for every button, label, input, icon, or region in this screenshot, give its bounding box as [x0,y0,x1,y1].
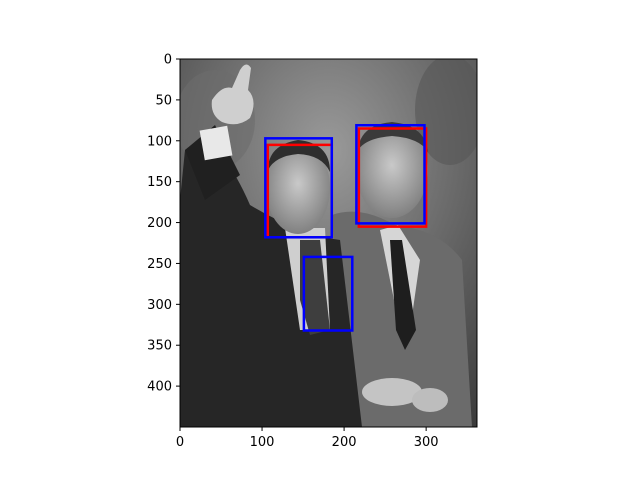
y-tick-label: 400 [147,380,172,395]
detection-boxes [264,123,428,332]
y-tick-label: 250 [147,257,172,272]
bounding-box-2 [357,127,428,228]
photo-image [180,59,477,427]
y-tick-label: 150 [147,175,172,190]
x-tick-label: 0 [176,435,184,450]
y-tick-label: 100 [147,134,172,149]
bounding-box-4 [355,123,426,225]
y-tick-label: 0 [164,53,172,68]
x-tick-label: 300 [414,435,439,450]
y-tick-label: 200 [147,216,172,231]
y-tick-label: 300 [147,298,172,313]
bounding-box-3 [264,137,334,239]
y-axis: 0 50 100 150 200 250 300 350 400 [147,53,180,395]
x-tick-label: 100 [250,435,275,450]
bounding-box-5 [302,255,354,332]
y-tick-label: 50 [155,93,172,108]
y-tick-label: 350 [147,339,172,354]
axes-frame [179,58,478,428]
x-tick-label: 200 [332,435,357,450]
x-axis: 0 100 200 300 [176,427,439,450]
